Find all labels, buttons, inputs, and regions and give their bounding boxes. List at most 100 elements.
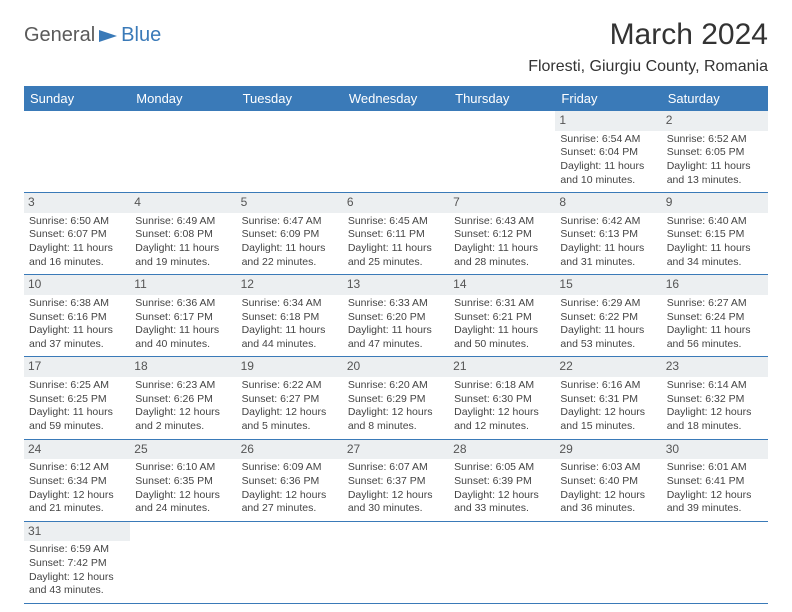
- sunset-line: Sunset: 6:08 PM: [135, 228, 231, 242]
- week-row: 3Sunrise: 6:50 AMSunset: 6:07 PMDaylight…: [24, 193, 768, 275]
- day-number: 18: [130, 357, 236, 377]
- day-number: 27: [343, 440, 449, 460]
- daylight-line-1: Daylight: 11 hours: [135, 324, 231, 338]
- sunset-line: Sunset: 6:35 PM: [135, 475, 231, 489]
- week-row: 17Sunrise: 6:25 AMSunset: 6:25 PMDayligh…: [24, 357, 768, 439]
- sunset-line: Sunset: 6:20 PM: [348, 311, 444, 325]
- daylight-line-1: Daylight: 11 hours: [348, 242, 444, 256]
- daylight-line-2: and 2 minutes.: [135, 420, 231, 434]
- day-number: 15: [555, 275, 661, 295]
- sunrise-line: Sunrise: 6:14 AM: [667, 379, 763, 393]
- day-number: 30: [662, 440, 768, 460]
- daylight-line-1: Daylight: 12 hours: [29, 571, 125, 585]
- day-cell: 19Sunrise: 6:22 AMSunset: 6:27 PMDayligh…: [237, 357, 343, 438]
- daylight-line-2: and 5 minutes.: [242, 420, 338, 434]
- day-cell: 20Sunrise: 6:20 AMSunset: 6:29 PMDayligh…: [343, 357, 449, 438]
- day-header: Thursday: [449, 86, 555, 111]
- day-number: 23: [662, 357, 768, 377]
- day-cell: 5Sunrise: 6:47 AMSunset: 6:09 PMDaylight…: [237, 193, 343, 274]
- day-number: 3: [24, 193, 130, 213]
- day-header: Friday: [555, 86, 661, 111]
- sunrise-line: Sunrise: 6:38 AM: [29, 297, 125, 311]
- day-number: 22: [555, 357, 661, 377]
- day-cell: 23Sunrise: 6:14 AMSunset: 6:32 PMDayligh…: [662, 357, 768, 438]
- location: Floresti, Giurgiu County, Romania: [528, 58, 768, 76]
- day-number: 2: [662, 111, 768, 131]
- daylight-line-1: Daylight: 11 hours: [29, 406, 125, 420]
- daylight-line-1: Daylight: 12 hours: [560, 406, 656, 420]
- day-number: 20: [343, 357, 449, 377]
- sunset-line: Sunset: 6:12 PM: [454, 228, 550, 242]
- day-cell: 27Sunrise: 6:07 AMSunset: 6:37 PMDayligh…: [343, 440, 449, 521]
- daylight-line-1: Daylight: 11 hours: [454, 242, 550, 256]
- sunset-line: Sunset: 7:42 PM: [29, 557, 125, 571]
- daylight-line-2: and 18 minutes.: [667, 420, 763, 434]
- day-number: 21: [449, 357, 555, 377]
- daylight-line-1: Daylight: 12 hours: [29, 489, 125, 503]
- sunset-line: Sunset: 6:11 PM: [348, 228, 444, 242]
- sunset-line: Sunset: 6:26 PM: [135, 393, 231, 407]
- daylight-line-2: and 33 minutes.: [454, 502, 550, 516]
- day-number: 29: [555, 440, 661, 460]
- day-cell: 15Sunrise: 6:29 AMSunset: 6:22 PMDayligh…: [555, 275, 661, 356]
- daylight-line-1: Daylight: 12 hours: [135, 406, 231, 420]
- day-cell: 10Sunrise: 6:38 AMSunset: 6:16 PMDayligh…: [24, 275, 130, 356]
- sunset-line: Sunset: 6:04 PM: [560, 146, 656, 160]
- day-number: 10: [24, 275, 130, 295]
- daylight-line-2: and 53 minutes.: [560, 338, 656, 352]
- sunset-line: Sunset: 6:32 PM: [667, 393, 763, 407]
- empty-cell: [449, 522, 555, 603]
- day-number: 19: [237, 357, 343, 377]
- sunset-line: Sunset: 6:37 PM: [348, 475, 444, 489]
- day-cell: 30Sunrise: 6:01 AMSunset: 6:41 PMDayligh…: [662, 440, 768, 521]
- sunrise-line: Sunrise: 6:36 AM: [135, 297, 231, 311]
- sunset-line: Sunset: 6:34 PM: [29, 475, 125, 489]
- daylight-line-2: and 34 minutes.: [667, 256, 763, 270]
- daylight-line-1: Daylight: 11 hours: [242, 324, 338, 338]
- daylight-line-2: and 24 minutes.: [135, 502, 231, 516]
- day-cell: 3Sunrise: 6:50 AMSunset: 6:07 PMDaylight…: [24, 193, 130, 274]
- week-row: 10 Sunrise: 6:38 AMSunset: 6:16 PM Dayligh…: [24, 275, 768, 357]
- week-row: 1Sunrise: 6:54 AMSunset: 6:04 PMDaylight…: [24, 111, 768, 193]
- sunrise-line: Sunrise: 6:10 AM: [135, 461, 231, 475]
- sunrise-line: Sunrise: 6:01 AM: [667, 461, 763, 475]
- day-number: 8: [555, 193, 661, 213]
- sunrise-line: Sunrise: 6:16 AM: [560, 379, 656, 393]
- sunset-line: Sunset: 6:16 PM: [29, 311, 125, 325]
- daylight-line-2: and 43 minutes.: [29, 584, 125, 598]
- day-number: 24: [24, 440, 130, 460]
- daylight-line-1: Daylight: 11 hours: [667, 160, 763, 174]
- empty-cell: [555, 522, 661, 603]
- daylight-line-2: and 8 minutes.: [348, 420, 444, 434]
- day-header: Wednesday: [343, 86, 449, 111]
- daylight-line-1: Daylight: 12 hours: [667, 489, 763, 503]
- sunrise-line: Sunrise: 6:29 AM: [560, 297, 656, 311]
- day-cell: 18Sunrise: 6:23 AMSunset: 6:26 PMDayligh…: [130, 357, 236, 438]
- daylight-line-2: and 59 minutes.: [29, 420, 125, 434]
- sunset-line: Sunset: 6:41 PM: [667, 475, 763, 489]
- sunrise-line: Sunrise: 6:40 AM: [667, 215, 763, 229]
- empty-cell: [237, 522, 343, 603]
- day-cell: 17Sunrise: 6:25 AMSunset: 6:25 PMDayligh…: [24, 357, 130, 438]
- daylight-line-2: and 13 minutes.: [667, 174, 763, 188]
- sunset-line: Sunset: 6:27 PM: [242, 393, 338, 407]
- daylight-line-2: and 16 minutes.: [29, 256, 125, 270]
- sunrise-line: Sunrise: 6:43 AM: [454, 215, 550, 229]
- daylight-line-1: Daylight: 12 hours: [135, 489, 231, 503]
- sunrise-line: Sunrise: 6:09 AM: [242, 461, 338, 475]
- day-cell: 26Sunrise: 6:09 AMSunset: 6:36 PMDayligh…: [237, 440, 343, 521]
- daylight-line-1: Daylight: 11 hours: [454, 324, 550, 338]
- day-cell: 9Sunrise: 6:40 AMSunset: 6:15 PMDaylight…: [662, 193, 768, 274]
- sunset-line: Sunset: 6:36 PM: [242, 475, 338, 489]
- month-title: March 2024: [528, 18, 768, 52]
- day-number: 26: [237, 440, 343, 460]
- sunrise-line: Sunrise: 6:22 AM: [242, 379, 338, 393]
- sunrise-line: Sunrise: 6:42 AM: [560, 215, 656, 229]
- daylight-line-1: Daylight: 12 hours: [242, 489, 338, 503]
- sunrise-line: Sunrise: 6:25 AM: [29, 379, 125, 393]
- sunset-line: Sunset: 6:05 PM: [667, 146, 763, 160]
- day-cell: 8Sunrise: 6:42 AMSunset: 6:13 PMDaylight…: [555, 193, 661, 274]
- sunset-line: Sunset: 6:25 PM: [29, 393, 125, 407]
- sunset-line: Sunset: 6:22 PM: [560, 311, 656, 325]
- empty-cell: [130, 111, 236, 192]
